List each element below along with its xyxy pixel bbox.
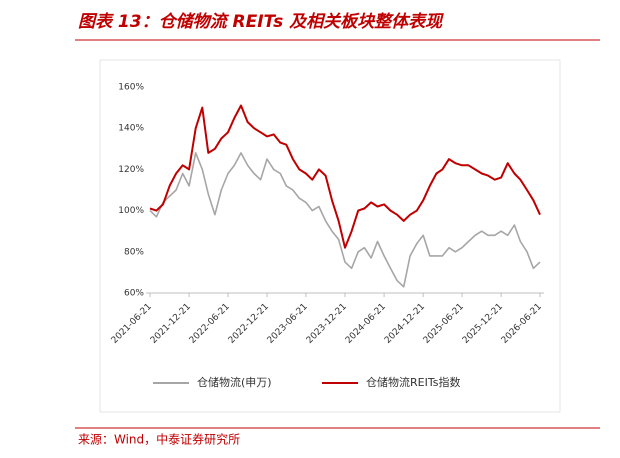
x-tick-label: 2025-06-21 [422,302,466,346]
y-tick-label: 140% [118,124,144,134]
x-tick-label: 2022-06-21 [188,302,232,346]
x-tick-label: 2023-12-21 [305,302,349,346]
y-tick-label: 120% [118,165,144,175]
y-tick-label: 60% [124,289,144,299]
plot-frame [99,59,561,413]
x-tick-label: 2021-12-21 [149,302,193,346]
x-tick-label: 2024-12-21 [383,302,427,346]
x-tick-label: 2026-06-21 [500,302,544,346]
y-tick-label: 80% [124,247,144,257]
series-line [149,104,541,249]
chart-title: 图表 13：仓储物流 REITs 及相关板块整体表现 [78,12,444,32]
x-tick-label: 2025-12-21 [461,302,505,346]
y-tick-label: 100% [118,206,144,216]
source: 来源：Wind，中泰证券研究所 [78,432,240,447]
x-tick-label: 2024-06-21 [344,302,388,346]
legend-label: 仓储物流(申万) [197,375,272,389]
series-line [149,152,541,288]
y-tick-label: 160% [118,83,144,93]
legend-label: 仓储物流REITs指数 [366,375,460,389]
x-tick-label: 2022-12-21 [227,302,271,346]
x-tick-label: 2023-06-21 [266,302,310,346]
x-tick-label: 2021-06-21 [110,302,154,346]
